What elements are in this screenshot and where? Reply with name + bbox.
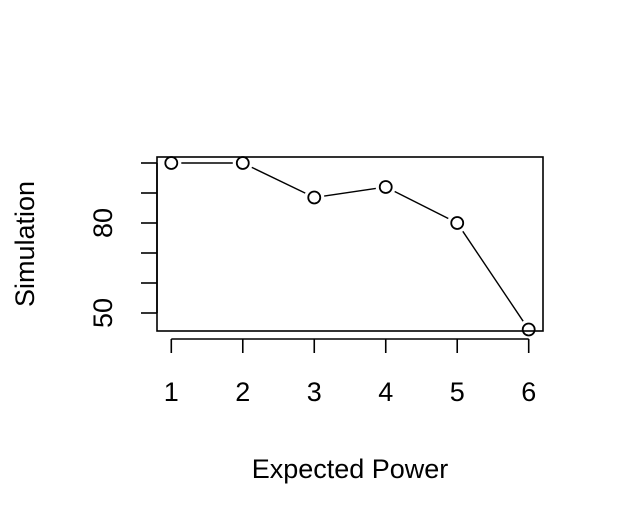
plot-frame <box>156 156 544 332</box>
x-tick-label: 5 <box>450 377 465 407</box>
series-segment <box>251 166 306 194</box>
data-point <box>521 322 536 337</box>
x-axis-label: Expected Power <box>252 454 449 484</box>
data-point <box>307 190 322 205</box>
y-tick-label: 80 <box>88 208 118 238</box>
x-axis: 1 2 3 4 5 6 <box>164 338 536 407</box>
x-tick-label: 1 <box>164 377 179 407</box>
data-point <box>378 180 393 194</box>
x-tick-label: 2 <box>235 377 250 407</box>
data-point <box>164 156 179 170</box>
data-series <box>164 156 536 337</box>
data-point <box>450 216 465 230</box>
x-tick-label: 6 <box>521 377 536 407</box>
y-axis: 50 80 <box>88 162 158 328</box>
data-point <box>235 156 250 170</box>
series-segment <box>394 190 449 220</box>
x-tick-label: 4 <box>378 377 393 407</box>
x-tick-label: 3 <box>307 377 322 407</box>
series-segment <box>324 187 376 197</box>
y-tick-label: 50 <box>88 298 118 328</box>
series-segment <box>462 230 524 322</box>
y-axis-label: Simulation <box>10 181 40 307</box>
